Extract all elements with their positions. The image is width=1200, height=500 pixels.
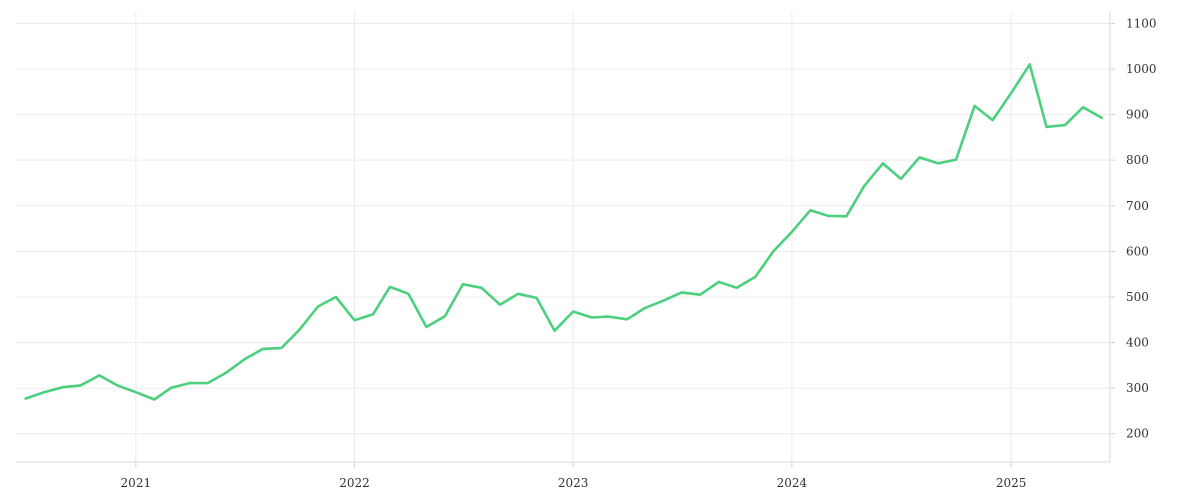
x-tick-label: 2021 xyxy=(121,476,152,490)
tick-label-layer: 200 300 400 500 600 700 800 900 1000 1100 2021 2022… xyxy=(121,16,1157,490)
x-tick-label: 2024 xyxy=(777,476,808,490)
y-tick-label: 700 xyxy=(1126,199,1149,213)
y-tick-label: 200 xyxy=(1126,427,1149,441)
grid-layer xyxy=(16,12,1110,462)
x-tick-label: 2025 xyxy=(996,476,1027,490)
y-tick-label: 500 xyxy=(1126,290,1149,304)
x-tick-label: 2023 xyxy=(558,476,589,490)
y-tick-label: 1100 xyxy=(1126,16,1157,30)
y-tick-label: 400 xyxy=(1126,336,1149,350)
series-line xyxy=(24,63,1103,401)
y-tick-label: 900 xyxy=(1126,108,1149,122)
series-layer xyxy=(24,63,1103,401)
axis-layer xyxy=(16,12,1115,467)
y-tick-label: 300 xyxy=(1126,381,1149,395)
y-tick-label: 1000 xyxy=(1126,62,1157,76)
x-tick-label: 2022 xyxy=(339,476,370,490)
y-tick-label: 600 xyxy=(1126,244,1149,258)
y-tick-label: 800 xyxy=(1126,153,1149,167)
